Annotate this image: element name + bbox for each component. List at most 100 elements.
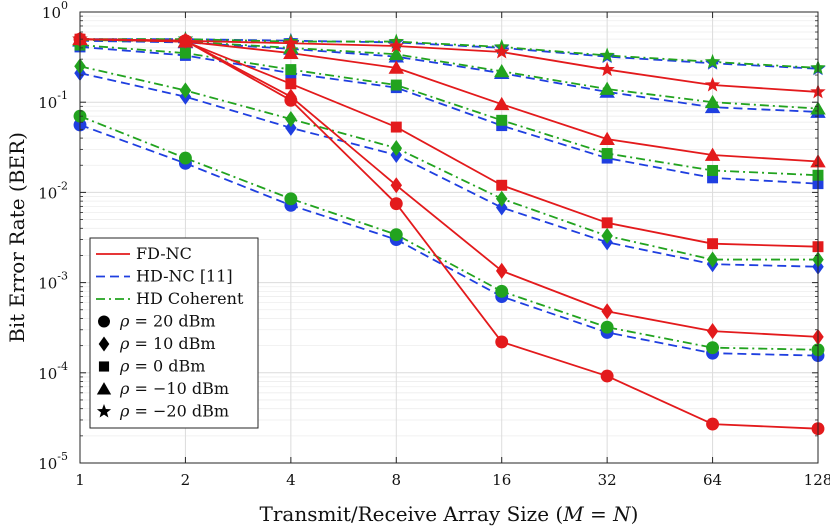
x-axis-title: Transmit/Receive Array Size (M = N): [260, 502, 639, 526]
data-point-hc-square: [390, 79, 402, 91]
data-point-hd-diamond: [495, 199, 508, 216]
legend-marker-circle: [98, 315, 110, 328]
y-tick-exponent: -5: [57, 450, 68, 463]
series-lines: [79, 38, 819, 430]
legend-rho-value: = 20 dBm: [129, 312, 215, 331]
data-point-fd-triangle: [388, 60, 405, 74]
data-point-fd-square: [285, 78, 297, 90]
data-point-hc-square: [707, 165, 719, 176]
x-tick-label: 64: [703, 471, 722, 489]
legend-rho-value: = −20 dBm: [129, 402, 229, 421]
series-line-hd-square: [79, 46, 819, 185]
data-point-hc-diamond: [601, 227, 613, 244]
x-axis-title-var-n: N: [612, 502, 632, 526]
data-point-fd-star: [177, 32, 194, 48]
legend-rho: ρ: [119, 334, 130, 353]
y-axis-title: Bit Error Rate (BER): [5, 132, 29, 343]
data-point-fd-circle: [389, 197, 403, 211]
data-point-hc-circle: [284, 192, 298, 206]
legend-rho-value: = −10 dBm: [129, 379, 229, 398]
y-tick-exponent: -4: [57, 360, 68, 373]
data-point-fd-square: [707, 238, 719, 250]
y-tick-label: 10-4: [38, 360, 68, 383]
x-tick-label: 16: [492, 471, 511, 489]
data-point-fd-diamond: [601, 303, 613, 320]
data-point-hc-triangle: [704, 94, 721, 109]
series-line-hd-diamond: [79, 72, 819, 268]
y-tick-exponent: -3: [57, 270, 68, 283]
legend-label-fd: FD-NC: [136, 244, 192, 263]
legend-box: [89, 237, 259, 429]
data-point-hc-circle: [495, 284, 509, 298]
y-tick-base: 10: [38, 184, 57, 202]
data-point-hc-triangle: [599, 81, 615, 95]
data-point-hc-square: [179, 47, 191, 59]
x-axis-title-eq: =: [584, 502, 613, 526]
data-point-hc-diamond: [706, 251, 719, 268]
x-axis-ticks: 1 2 4 8 16 32 64 128: [75, 12, 830, 489]
x-axis-title-var-m: M: [562, 502, 584, 526]
data-point-fd-triangle: [599, 131, 615, 145]
x-tick-label: 1: [75, 471, 85, 489]
legend-label-hd: HD-NC [11]: [136, 267, 233, 286]
data-point-hc-diamond: [179, 82, 192, 99]
y-tick-label: 10-5: [38, 450, 68, 473]
data-point-hc-square: [285, 64, 297, 76]
y-tick-base: 10: [38, 94, 57, 112]
x-tick-label: 32: [598, 471, 617, 489]
data-point-fd-star: [283, 35, 299, 50]
data-point-fd-diamond: [706, 323, 719, 340]
data-point-hc-star: [704, 53, 721, 69]
legend-label-square: ρ = 0 dBm: [119, 357, 205, 376]
legend-label-circle: ρ = 20 dBm: [119, 312, 216, 331]
legend-marker-diamond: [98, 336, 110, 352]
legend-label-triangle: ρ = −10 dBm: [119, 379, 229, 398]
y-tick-base: 10: [42, 4, 61, 22]
legend-rho: ρ: [119, 379, 130, 398]
data-point-hc-circle: [600, 320, 614, 334]
x-axis-title-suffix: ): [631, 502, 639, 526]
series-line-hd-circle: [79, 124, 819, 357]
legend-marker-star: [96, 404, 112, 418]
legend-rho-value: = 10 dBm: [129, 334, 215, 353]
x-tick-label: 8: [392, 471, 402, 489]
y-tick-label: 10-1: [38, 89, 68, 112]
data-point-fd-star: [388, 37, 404, 53]
x-tick-label: 4: [286, 471, 296, 489]
plot-frame: [79, 11, 819, 464]
legend-rho: ρ: [119, 357, 130, 376]
legend-label-hc: HD Coherent: [136, 289, 244, 308]
y-tick-exponent: -2: [57, 179, 68, 192]
legend-rho: ρ: [119, 312, 130, 331]
data-point-hc-diamond: [390, 140, 403, 157]
y-tick-label: 10-2: [38, 179, 68, 202]
y-tick-exponent: -1: [57, 89, 68, 102]
data-point-fd-star: [494, 43, 510, 59]
data-point-fd-square: [496, 179, 508, 191]
data-point-fd-star: [599, 61, 615, 77]
y-tick-base: 10: [38, 365, 57, 383]
data-point-hc-diamond: [285, 111, 297, 128]
series-line-fd-triangle: [79, 38, 819, 163]
data-point-hc-triangle: [493, 63, 510, 78]
data-point-hd-diamond: [285, 119, 297, 136]
data-point-fd-triangle: [493, 96, 510, 111]
data-point-fd-circle: [495, 335, 509, 349]
legend-label-star: ρ = −20 dBm: [119, 402, 229, 421]
series-line-hd-triangle: [79, 39, 819, 113]
data-point-fd-circle: [600, 369, 614, 383]
series-line-hc-star: [80, 38, 819, 69]
y-tick-label: 100: [42, 0, 68, 22]
data-point-hc-triangle: [388, 46, 405, 61]
x-tick-label: 128: [804, 471, 830, 489]
data-point-fd-square: [601, 217, 613, 229]
series-line-hc-square: [79, 44, 819, 177]
data-point-fd-diamond: [390, 177, 403, 194]
data-point-hd-square: [707, 172, 719, 184]
series-line-hc-diamond: [79, 65, 818, 261]
data-point-hc-circle: [706, 341, 720, 355]
